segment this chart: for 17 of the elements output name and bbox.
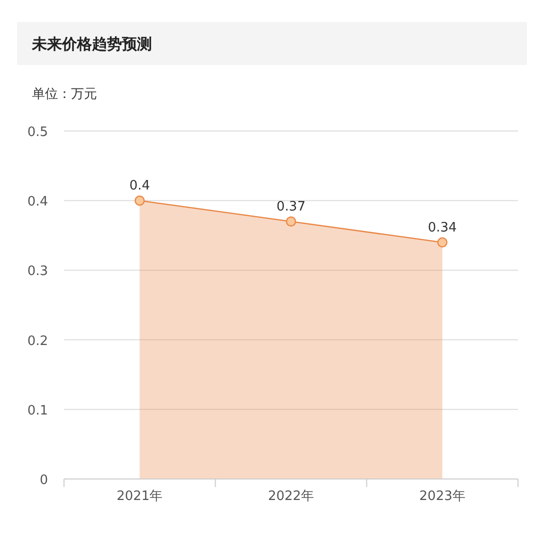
data-label: 0.4 xyxy=(129,178,150,194)
x-tick-label: 2023年 xyxy=(419,489,466,504)
data-label: 0.34 xyxy=(428,220,457,236)
point xyxy=(286,216,296,227)
y-tick-label: 0.4 xyxy=(27,194,48,210)
y-tick-label: 0.3 xyxy=(27,264,48,280)
chart-title: 未来价格趋势预测 xyxy=(31,35,152,53)
y-tick-label: 0.5 xyxy=(27,125,48,140)
y-tick-label: 0.2 xyxy=(27,334,48,349)
y-axis-title: 单位：万元 xyxy=(32,87,97,102)
x-tick-label: 2021年 xyxy=(116,489,163,504)
data-label: 0.37 xyxy=(276,199,306,214)
point xyxy=(437,237,448,248)
point xyxy=(134,196,145,206)
x-tick-label: 2022年 xyxy=(268,489,314,504)
y-tick-label: 0.1 xyxy=(27,403,48,418)
y-tick-label: 0 xyxy=(40,473,48,488)
